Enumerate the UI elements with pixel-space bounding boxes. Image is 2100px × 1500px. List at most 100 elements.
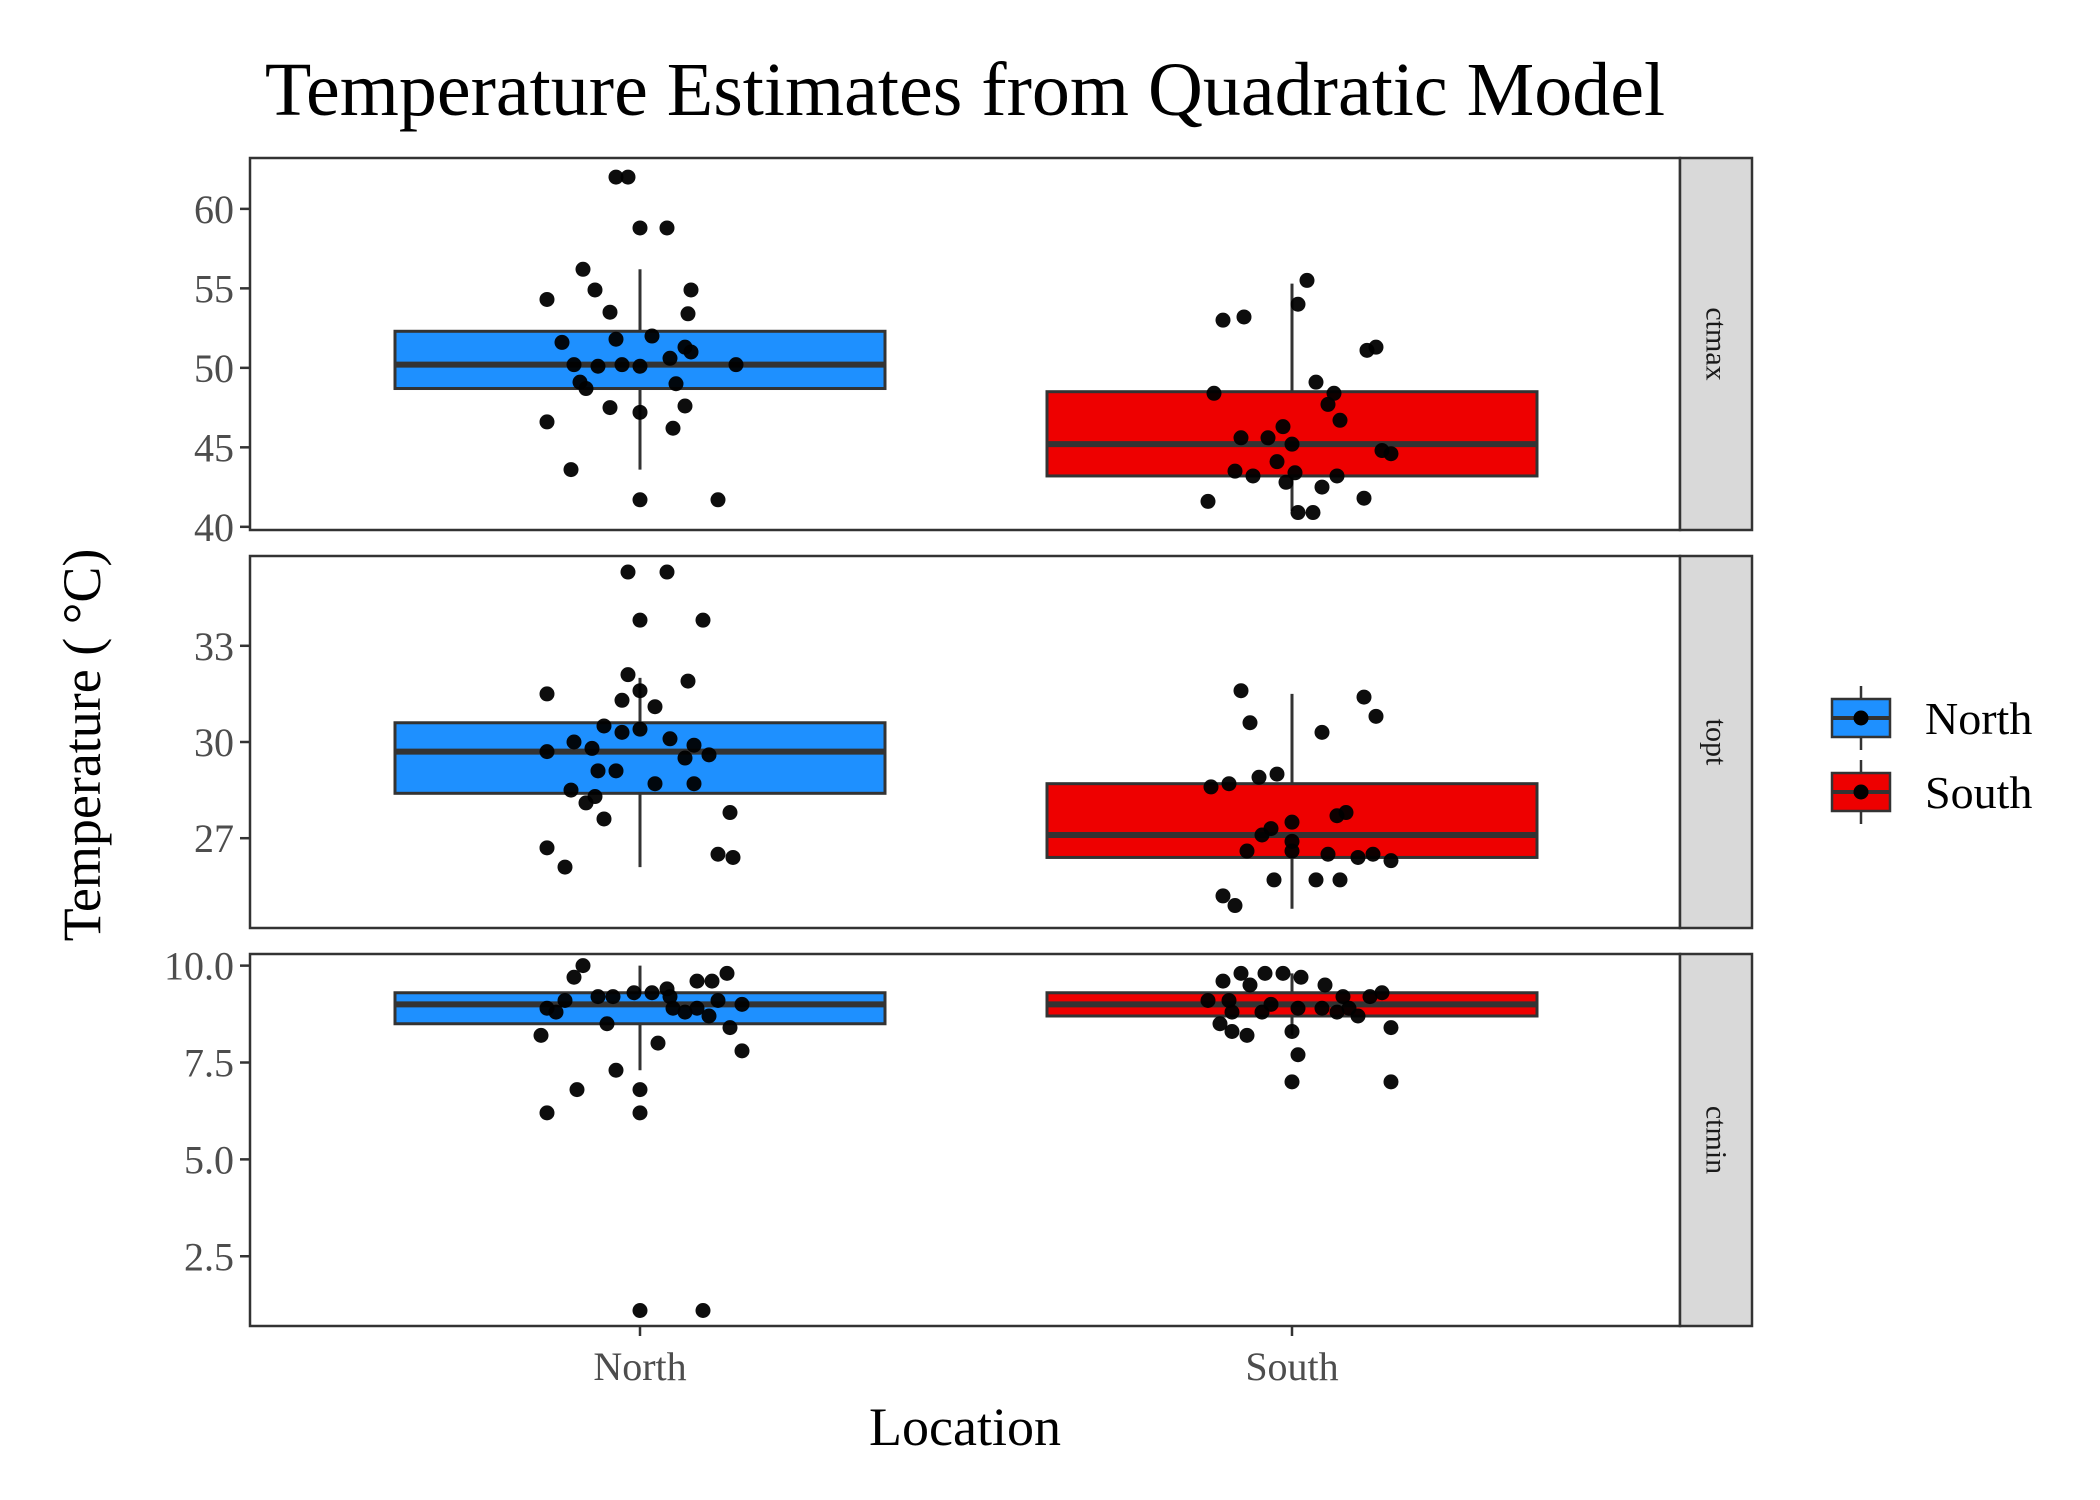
data-point <box>644 328 660 344</box>
data-point <box>686 776 702 792</box>
data-point <box>1233 683 1249 699</box>
legend-key-point <box>1853 710 1869 726</box>
data-point <box>722 805 738 821</box>
data-point <box>1242 715 1258 731</box>
x-axis: North South <box>593 1326 1339 1389</box>
data-point <box>1215 312 1231 328</box>
data-point <box>1329 808 1345 824</box>
facet-strip <box>1678 156 1754 532</box>
y-tick-label: 5.0 <box>184 1137 234 1182</box>
data-point <box>1305 505 1321 521</box>
data-point <box>614 692 630 708</box>
data-point <box>695 1303 711 1318</box>
data-point <box>602 400 618 416</box>
data-point <box>1212 1016 1228 1032</box>
data-point <box>1284 843 1300 859</box>
data-point <box>647 699 663 715</box>
data-point <box>632 492 648 508</box>
legend-label: North <box>1925 693 2032 744</box>
data-point <box>1320 846 1336 862</box>
data-point <box>539 840 555 856</box>
data-point <box>668 376 684 392</box>
chart-title: Temperature Estimates from Quadratic Mod… <box>265 48 1665 132</box>
data-point <box>710 492 726 508</box>
data-point <box>584 740 600 756</box>
data-point <box>1326 385 1342 401</box>
data-point <box>1314 1000 1330 1016</box>
points-south <box>1203 683 1399 914</box>
data-point <box>665 420 681 436</box>
x-tick-label: South <box>1245 1344 1338 1389</box>
points-north <box>539 564 741 875</box>
data-point <box>1362 989 1378 1005</box>
data-point <box>566 969 582 985</box>
y-tick-label: 10.0 <box>164 944 234 989</box>
data-point <box>662 989 678 1005</box>
data-point <box>539 686 555 702</box>
data-point <box>659 220 675 236</box>
data-point <box>1275 419 1291 435</box>
data-point <box>665 1000 681 1016</box>
points-north <box>533 958 750 1318</box>
facet-ctmin: 2.5 5.0 7.5 10.0 ctmin <box>164 944 1754 1328</box>
data-point <box>557 859 573 875</box>
data-point <box>1245 468 1261 484</box>
data-point <box>1368 708 1384 724</box>
data-point <box>590 763 606 779</box>
data-point <box>620 564 636 580</box>
box-body <box>393 991 887 1026</box>
data-point <box>632 1303 648 1318</box>
data-point <box>1200 993 1216 1008</box>
data-point <box>647 776 663 792</box>
y-tick-label: 50 <box>194 346 234 391</box>
data-point <box>1254 827 1270 843</box>
data-point <box>1317 977 1333 993</box>
data-point <box>1200 493 1216 509</box>
data-point <box>1266 872 1282 888</box>
points-south <box>1200 272 1399 521</box>
data-point <box>683 344 699 360</box>
points-south <box>1200 965 1399 1090</box>
data-point <box>620 667 636 683</box>
y-axis-title: Temperature ( °C) <box>52 549 112 942</box>
data-point <box>1233 430 1249 446</box>
data-point <box>1206 385 1222 401</box>
data-point <box>662 350 678 366</box>
data-point <box>632 683 648 699</box>
data-point <box>1290 296 1306 312</box>
data-point <box>1284 436 1300 452</box>
data-point <box>1332 872 1348 888</box>
data-point <box>728 357 744 373</box>
data-point <box>1242 977 1258 993</box>
data-point <box>608 331 624 347</box>
facet-strip <box>1678 554 1754 930</box>
data-point <box>1350 849 1366 865</box>
data-point <box>1203 779 1219 795</box>
facet-panels: 40 45 50 55 60 ctmax 27 30 33 topt 2.5 5.0 7.5 10.0 ct… <box>164 156 1754 1328</box>
data-point <box>587 282 603 298</box>
data-point <box>608 1062 624 1078</box>
data-point <box>614 357 630 373</box>
data-point <box>659 564 675 580</box>
data-point <box>575 958 591 974</box>
data-point <box>602 304 618 320</box>
data-point <box>533 1027 549 1043</box>
y-tick-label: 30 <box>194 720 234 765</box>
data-point <box>1278 474 1294 490</box>
data-point <box>1236 309 1252 325</box>
data-point <box>1215 888 1231 904</box>
data-point <box>590 989 606 1005</box>
data-point <box>569 1082 585 1098</box>
data-point <box>632 358 648 374</box>
data-point <box>1284 814 1300 830</box>
data-point <box>1290 505 1306 521</box>
data-point <box>680 306 696 322</box>
data-point <box>575 261 591 277</box>
data-point <box>1215 973 1231 989</box>
data-point <box>563 462 579 478</box>
data-point <box>1227 898 1243 914</box>
facet-strip <box>1678 952 1754 1328</box>
data-point <box>608 169 624 185</box>
legend: North South <box>1830 686 2032 824</box>
